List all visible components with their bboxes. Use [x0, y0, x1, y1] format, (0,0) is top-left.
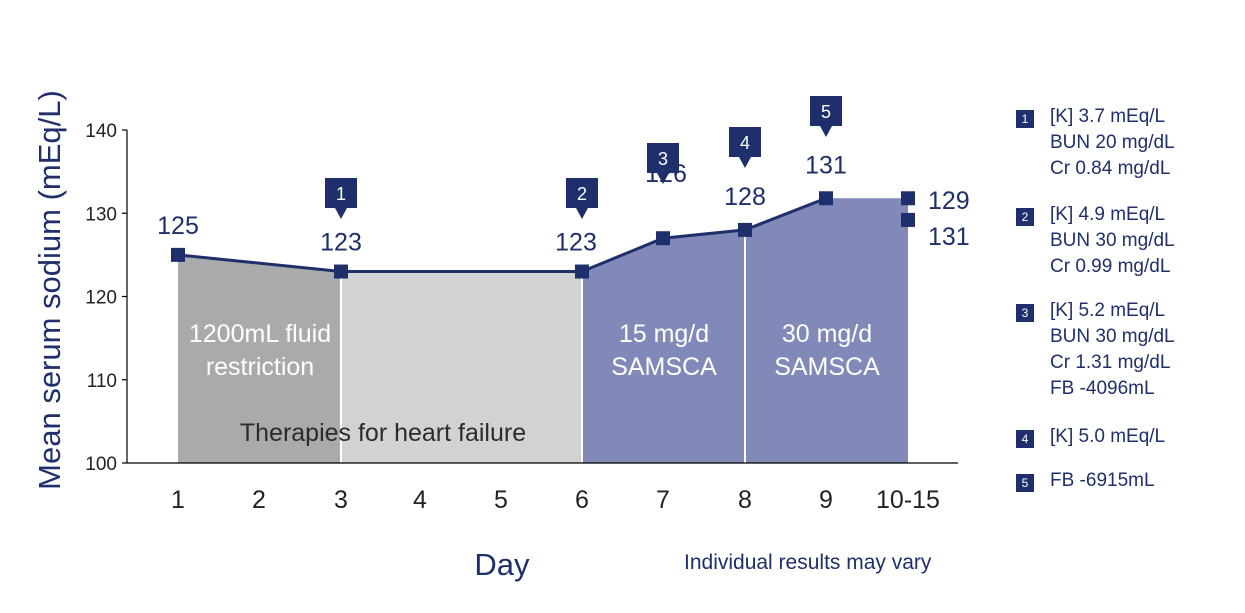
- data-label: 131: [805, 151, 847, 179]
- callout-shape: [325, 178, 357, 219]
- callout-number: 4: [740, 133, 750, 153]
- region-label: SAMSCA: [611, 353, 717, 381]
- legend-line: [K] 4.9 mEq/L: [1050, 204, 1166, 225]
- callout-marker-1: 1: [325, 178, 357, 219]
- callout-marker-5: 5: [810, 96, 842, 137]
- x-tick-label: 10-15: [876, 486, 940, 514]
- legend-line: [K] 3.7 mEq/L: [1050, 106, 1166, 127]
- callout-marker-4: 4: [729, 127, 761, 168]
- callout-shape: [566, 178, 598, 219]
- endpoint-point: [901, 191, 915, 206]
- region-2: [341, 271, 582, 463]
- data-label: 123: [555, 229, 597, 257]
- y-axis-title: Mean serum sodium (mEq/L): [32, 90, 67, 490]
- legend-line: [K] 5.2 mEq/L: [1050, 300, 1166, 321]
- callout-shape: [647, 143, 679, 184]
- legend-line: Cr 0.99 mg/dL: [1050, 256, 1171, 277]
- endpoint-label: 129: [928, 187, 970, 215]
- y-tick-label: 110: [87, 371, 117, 392]
- data-point: [171, 247, 185, 262]
- legend-line: Cr 0.84 mg/dL: [1050, 158, 1171, 179]
- x-axis-title: Day: [474, 547, 530, 582]
- callout-shape: [810, 96, 842, 137]
- x-tick-label: 2: [252, 486, 266, 514]
- region-label: SAMSCA: [774, 353, 880, 381]
- legend-lines: [K] 3.7 mEq/L BUN 20 mg/dL Cr 0.84 mg/dL: [1050, 104, 1240, 182]
- legend-number-badge: 4: [1016, 430, 1034, 448]
- lab-values-legend: 1 [K] 3.7 mEq/L BUN 20 mg/dL Cr 0.84 mg/dL 2…: [1016, 0, 1236, 613]
- callout-shape: [729, 127, 761, 168]
- legend-line: BUN 20 mg/dL: [1050, 132, 1175, 153]
- endpoint-label: 131: [928, 223, 970, 251]
- y-tick-label: 100: [85, 454, 117, 475]
- region-label: 30 mg/d: [782, 320, 872, 348]
- callout-marker-3: 3: [647, 143, 679, 184]
- x-tick-label: 7: [656, 486, 670, 514]
- disclaimer-note: Individual results may vary: [684, 551, 932, 574]
- region-3: [582, 229, 745, 463]
- legend-lines: [K] 5.0 mEq/L: [1050, 424, 1240, 450]
- x-tick-label: 6: [575, 486, 589, 514]
- callout-number: 1: [336, 184, 346, 204]
- data-point: [738, 222, 752, 237]
- region-label: 15 mg/d: [619, 320, 709, 348]
- y-tick-label: 140: [85, 121, 117, 142]
- data-point: [656, 231, 670, 246]
- x-tick-label: 4: [413, 486, 427, 514]
- y-tick-label: 120: [85, 288, 117, 309]
- region-4: [745, 198, 908, 463]
- therapies-label: Therapies for heart failure: [240, 419, 526, 447]
- legend-lines: [K] 4.9 mEq/L BUN 30 mg/dL Cr 0.99 mg/dL: [1050, 202, 1240, 280]
- legend-line: BUN 30 mg/dL: [1050, 326, 1175, 347]
- callout-number: 2: [577, 184, 587, 204]
- data-point: [575, 264, 589, 279]
- legend-line: BUN 30 mg/dL: [1050, 230, 1175, 251]
- x-tick-label: 1: [171, 486, 185, 514]
- x-tick-label: 8: [738, 486, 752, 514]
- x-tick-label: 3: [334, 486, 348, 514]
- series-line: [177, 196, 827, 274]
- region-label: 1200mL fluid: [189, 320, 331, 348]
- legend-number-badge: 2: [1016, 208, 1034, 226]
- callout-number: 5: [821, 102, 831, 122]
- legend-number-badge: 1: [1016, 110, 1034, 128]
- legend-line: [K] 5.0 mEq/L: [1050, 426, 1166, 447]
- endpoint-point: [901, 212, 915, 227]
- legend-number-badge: 3: [1016, 304, 1034, 322]
- sodium-chart: 1200mL fluid restriction 15 mg/d SAMSCA 30 m…: [32, 90, 970, 582]
- legend-line: FB -4096mL: [1050, 378, 1155, 399]
- data-point: [334, 264, 348, 279]
- callout-marker-2: 2: [566, 178, 598, 219]
- data-label: 128: [724, 183, 766, 211]
- legend-lines: [K] 5.2 mEq/L BUN 30 mg/dL Cr 1.31 mg/dL FB…: [1050, 298, 1240, 402]
- y-tick-label: 130: [85, 204, 117, 225]
- legend-lines: FB -6915mL: [1050, 468, 1240, 494]
- legend-line: FB -6915mL: [1050, 470, 1155, 491]
- data-label: 123: [320, 229, 362, 257]
- x-tick-label: 5: [494, 486, 508, 514]
- data-label: 125: [157, 212, 199, 240]
- legend-line: Cr 1.31 mg/dL: [1050, 352, 1171, 373]
- data-point: [819, 191, 833, 206]
- region-1: [178, 254, 341, 463]
- x-tick-label: 9: [819, 486, 833, 514]
- region-label: restriction: [206, 353, 314, 381]
- callout-number: 3: [658, 149, 668, 169]
- legend-number-badge: 5: [1016, 474, 1034, 492]
